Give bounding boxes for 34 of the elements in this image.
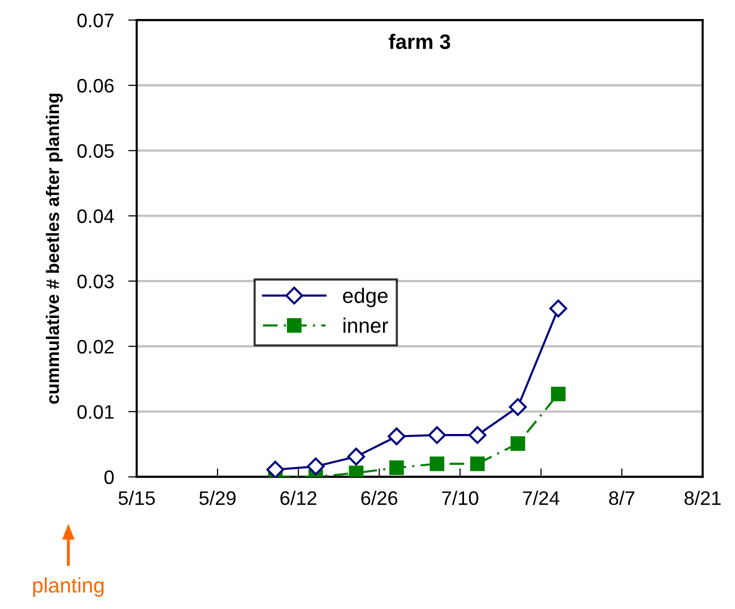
y-tick-label: 0.05	[77, 144, 114, 158]
x-tick-label: 8/7	[609, 490, 634, 506]
point	[510, 436, 526, 451]
x-tick-label: 8/21	[684, 490, 721, 506]
y-tick-label: 0.07	[77, 14, 114, 28]
y-tick-label: 0	[104, 470, 114, 484]
point	[347, 448, 366, 466]
point	[549, 300, 568, 318]
x-tick-label: 7/10	[442, 490, 478, 506]
point	[389, 460, 404, 476]
text: planting	[33, 577, 104, 597]
legend-label: edge	[343, 288, 388, 308]
x-tick-label: 7/24	[523, 490, 560, 506]
point	[266, 460, 284, 477]
y-axis-title: cummulative # beetles after planting	[46, 94, 63, 404]
x-tick-label: 5/29	[199, 490, 236, 506]
x-tick-label: 5/15	[118, 490, 155, 506]
x-tick-label: 6/26	[361, 490, 398, 506]
x-tick-label: 6/12	[280, 490, 316, 506]
legend-label: inner	[344, 318, 388, 333]
point	[468, 426, 486, 444]
y-tick-label: 0.06	[77, 78, 114, 93]
point	[428, 426, 446, 444]
text: farm 3	[388, 34, 450, 50]
point	[508, 398, 527, 416]
point	[430, 456, 444, 472]
y-tick-label: 0.02	[77, 340, 114, 354]
point	[470, 456, 485, 472]
y-tick-label: 0.03	[77, 274, 114, 288]
point	[306, 458, 325, 476]
y-tick-label: 0.01	[77, 405, 114, 419]
point	[550, 386, 566, 402]
point	[388, 427, 406, 446]
y-tick-label: 0.04	[77, 209, 114, 224]
